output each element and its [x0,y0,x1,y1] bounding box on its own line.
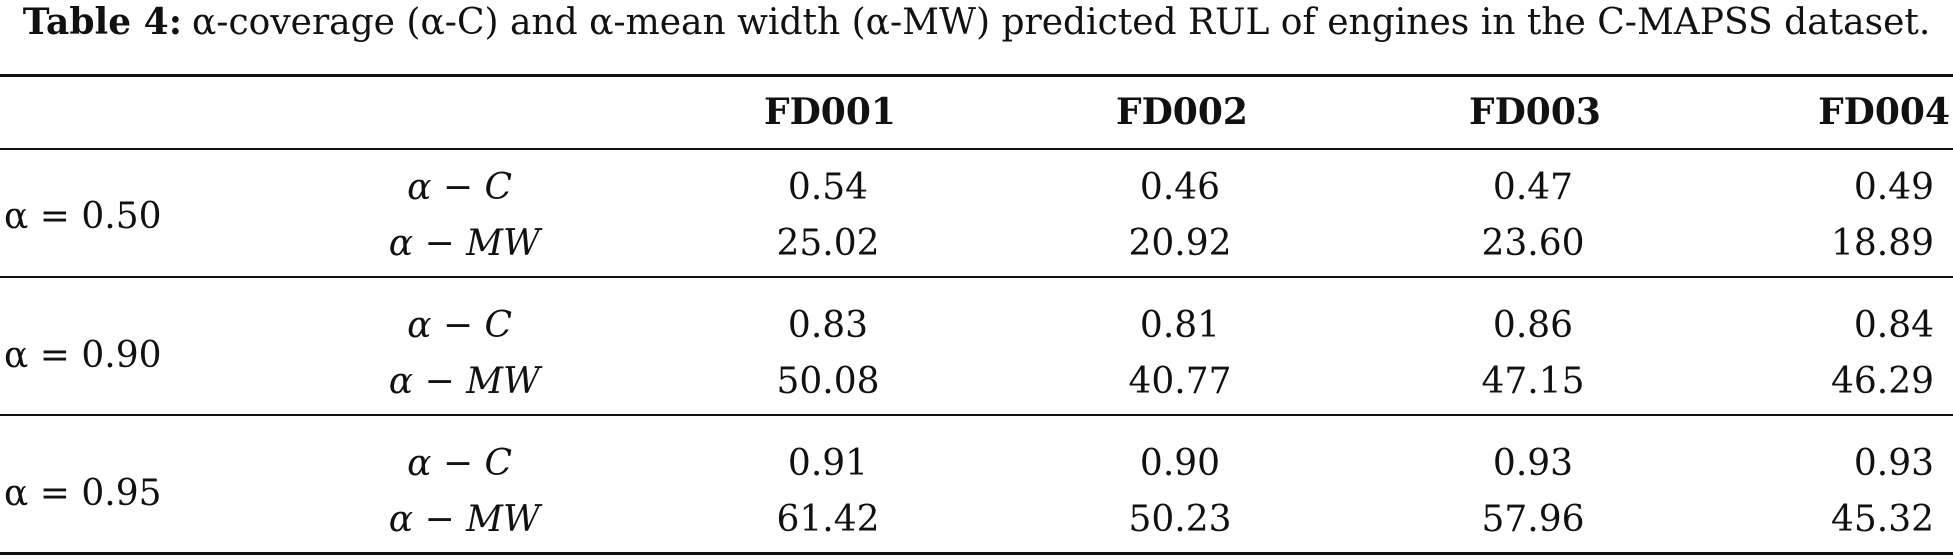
bottom-rule [0,552,1953,555]
table-cell: 0.93 [1853,443,1934,484]
metric-label: α − C [407,443,512,484]
table-cell: 57.96 [1481,499,1585,540]
table-cell: 61.42 [776,499,880,540]
table-cell: 20.92 [1128,223,1232,264]
header-rule [0,148,1953,150]
column-header-fd001: FD001 [764,91,896,133]
metric-label: α − MW [388,223,540,264]
column-header-fd003: FD003 [1469,91,1601,133]
group-rule-2 [0,414,1953,416]
alpha-label-2: α = 0.90 [4,335,162,376]
table-cell: 50.08 [776,361,880,402]
column-header-fd004: FD004 [1818,91,1950,133]
table-cell: 0.93 [1492,443,1574,484]
table-cell: 18.89 [1830,223,1934,264]
alpha-label-3: α = 0.95 [4,473,162,514]
table-cell: 0.54 [787,167,869,208]
table-cell: 50.23 [1128,499,1232,540]
table-cell: 0.46 [1139,167,1221,208]
table-cell: 25.02 [776,223,880,264]
metric-label: α − C [407,167,512,208]
table-cell: 0.49 [1853,167,1934,208]
table-cell: 0.90 [1139,443,1221,484]
table-cell: 45.32 [1830,499,1934,540]
metric-label: α − MW [388,499,540,540]
column-header-fd002: FD002 [1116,91,1248,133]
top-rule [0,74,1953,77]
table-cell: 0.83 [787,305,869,346]
metric-label: α − MW [388,361,540,402]
caption-label: Table 4: [22,1,182,43]
table-caption: Table 4: α-coverage (α-C) and α-mean widt… [0,0,1953,45]
alpha-label-1: α = 0.50 [4,196,162,237]
table-cell: 23.60 [1481,223,1585,264]
table-cell: 0.86 [1492,305,1574,346]
table-cell: 40.77 [1128,361,1232,402]
table-cell: 0.84 [1853,305,1934,346]
group-rule-1 [0,276,1953,278]
table-cell: 0.47 [1492,167,1574,208]
metric-label: α − C [407,305,512,346]
table-cell: 46.29 [1830,361,1934,402]
caption-text: α-coverage (α-C) and α-mean width (α-MW)… [192,2,1931,43]
table-cell: 47.15 [1481,361,1585,402]
table-cell: 0.91 [787,443,869,484]
table-cell: 0.81 [1139,305,1221,346]
